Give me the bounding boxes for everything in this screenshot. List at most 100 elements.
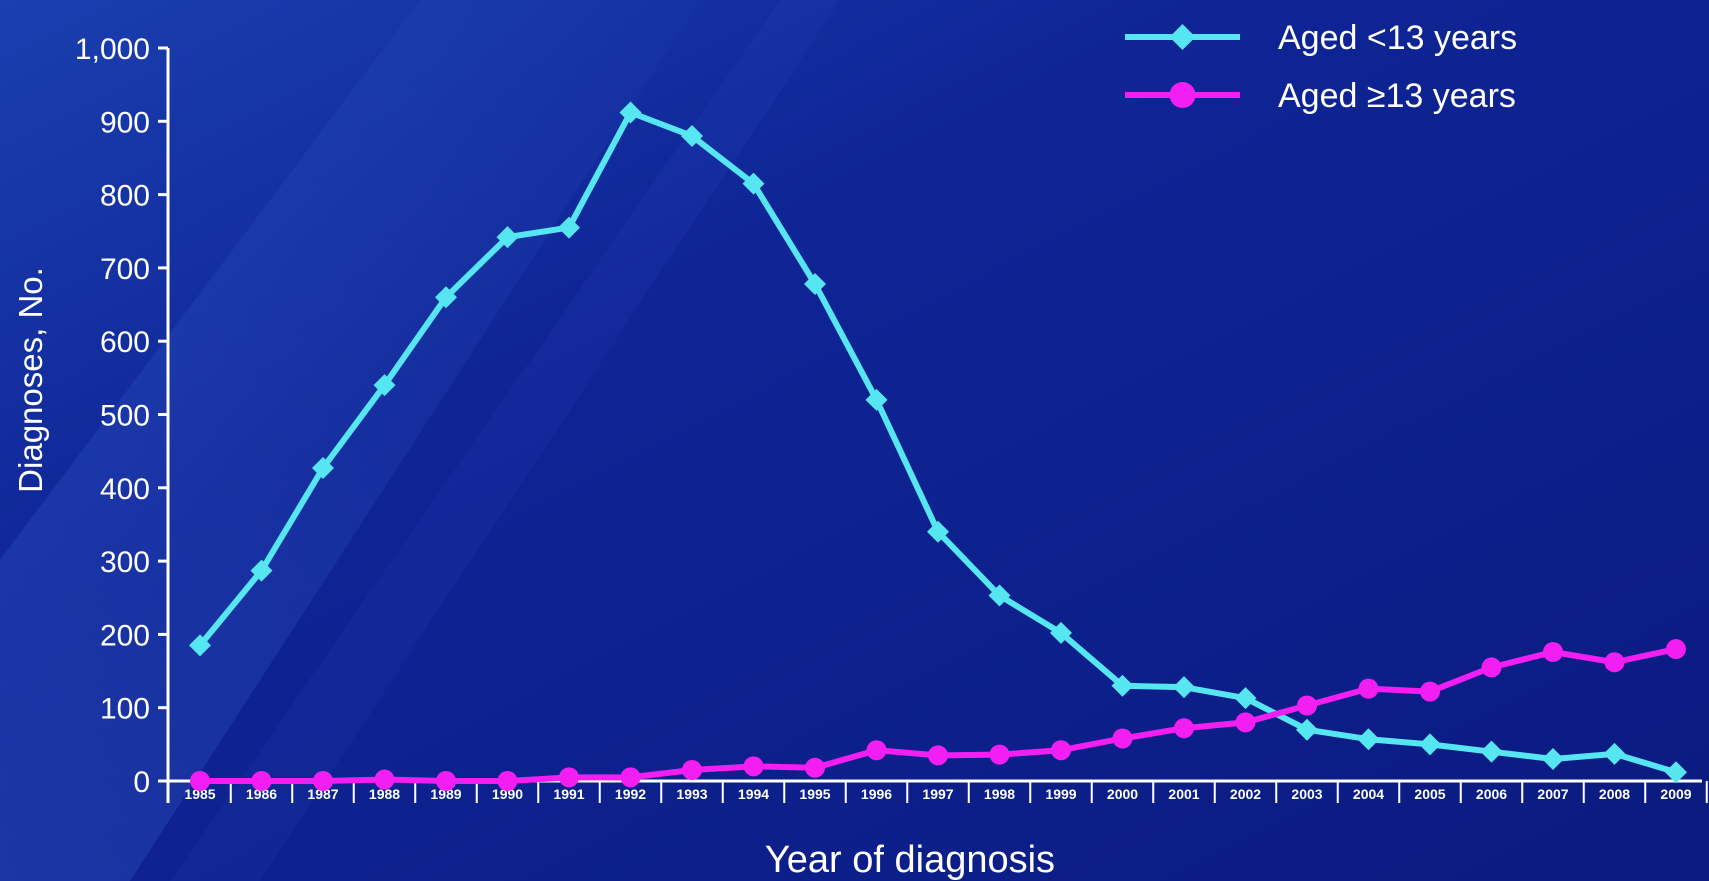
data-point bbox=[190, 771, 210, 791]
x-tick-label: 1989 bbox=[430, 786, 461, 802]
x-tick-label: 2006 bbox=[1476, 786, 1507, 802]
x-tick-label: 2001 bbox=[1168, 786, 1199, 802]
data-point bbox=[1665, 761, 1687, 784]
x-tick-label: 2004 bbox=[1353, 786, 1384, 802]
data-point bbox=[312, 457, 334, 480]
background-streak bbox=[0, 0, 700, 881]
y-tick-label: 300 bbox=[100, 546, 150, 579]
data-point bbox=[496, 226, 519, 249]
x-tick-label: 2000 bbox=[1107, 786, 1138, 802]
data-point bbox=[189, 634, 211, 657]
data-point bbox=[804, 273, 826, 296]
data-point bbox=[989, 744, 1010, 765]
data-point bbox=[1174, 718, 1194, 739]
data-point bbox=[373, 374, 396, 397]
data-point bbox=[313, 771, 333, 791]
x-tick-label: 2002 bbox=[1230, 786, 1261, 802]
data-point bbox=[619, 101, 642, 124]
legend-label: Aged ≥13 years bbox=[1278, 77, 1516, 115]
data-point bbox=[558, 216, 580, 239]
data-point bbox=[1235, 712, 1256, 733]
x-tick-label: 2003 bbox=[1291, 786, 1322, 802]
x-tick-label: 1996 bbox=[861, 786, 892, 802]
x-tick-label: 1997 bbox=[922, 786, 953, 802]
data-point bbox=[865, 388, 888, 411]
data-point bbox=[620, 767, 641, 788]
data-point bbox=[1234, 687, 1257, 710]
x-tick-label: 1991 bbox=[553, 786, 584, 802]
legend: Aged <13 years Aged ≥13 years bbox=[1125, 19, 1517, 115]
x-tick-label: 1993 bbox=[676, 786, 707, 802]
data-point bbox=[1050, 621, 1072, 644]
data-point bbox=[251, 771, 272, 791]
data-point bbox=[1051, 740, 1071, 761]
data-point bbox=[1481, 657, 1502, 678]
y-tick-label: 400 bbox=[100, 473, 150, 506]
data-point bbox=[436, 771, 456, 791]
data-point bbox=[435, 286, 457, 309]
y-tick-label: 700 bbox=[100, 253, 150, 286]
data-point bbox=[374, 769, 395, 790]
data-point bbox=[1603, 742, 1626, 765]
x-tick-label: 2009 bbox=[1660, 786, 1691, 802]
data-point bbox=[1358, 678, 1379, 699]
x-tick-label: 1990 bbox=[492, 786, 523, 802]
x-tick-label: 2008 bbox=[1599, 786, 1630, 802]
data-point bbox=[742, 172, 765, 195]
x-tick-label: 1999 bbox=[1045, 786, 1076, 802]
x-tick-label: 1987 bbox=[307, 786, 338, 802]
data-point bbox=[928, 745, 948, 766]
x-tick-label: 1995 bbox=[799, 786, 830, 802]
data-point bbox=[497, 771, 518, 791]
legend-marker bbox=[1169, 82, 1196, 108]
y-tick-label: 500 bbox=[100, 400, 150, 433]
data-point bbox=[1542, 748, 1564, 771]
legend-marker bbox=[1169, 24, 1196, 50]
background-streak bbox=[170, 0, 840, 881]
y-axis-ticks: 0 100 200 300 400 500 600 700 800 900 1,000 bbox=[75, 33, 168, 799]
data-point bbox=[1111, 674, 1134, 697]
x-tick-label: 1985 bbox=[184, 786, 215, 802]
data-point bbox=[1297, 695, 1317, 716]
data-point bbox=[1173, 676, 1195, 699]
y-tick-label: 200 bbox=[100, 619, 150, 652]
data-point bbox=[1666, 639, 1686, 660]
y-axis-title: Diagnoses, No. bbox=[12, 267, 49, 493]
series-layer bbox=[189, 101, 1687, 791]
y-tick-label: 600 bbox=[100, 326, 150, 359]
data-point bbox=[1480, 740, 1503, 763]
data-point bbox=[250, 559, 273, 582]
data-point bbox=[1419, 733, 1441, 756]
data-point bbox=[988, 584, 1011, 607]
data-point bbox=[1296, 718, 1318, 741]
x-axis-ticks: 1985 1986 1987 1988 1989 1990 1991 1992 1993 1994… bbox=[184, 781, 1708, 803]
data-point bbox=[559, 767, 579, 788]
x-axis-title: Year of diagnosis bbox=[765, 839, 1055, 881]
x-tick-label: 2005 bbox=[1414, 786, 1445, 802]
data-point bbox=[743, 756, 764, 777]
data-point bbox=[1543, 641, 1563, 662]
data-point bbox=[805, 757, 825, 778]
data-point bbox=[927, 520, 949, 543]
y-tick-label: 800 bbox=[100, 180, 150, 213]
x-tick-label: 1998 bbox=[984, 786, 1015, 802]
x-tick-label: 1988 bbox=[369, 786, 400, 802]
data-point bbox=[1420, 681, 1440, 702]
y-tick-label: 900 bbox=[100, 106, 150, 139]
x-tick-label: 1992 bbox=[615, 786, 646, 802]
data-point bbox=[1112, 728, 1133, 749]
data-point bbox=[681, 124, 703, 147]
y-tick-label: 1,000 bbox=[75, 33, 150, 66]
data-point bbox=[1604, 652, 1625, 673]
legend-label: Aged <13 years bbox=[1278, 19, 1517, 57]
data-point bbox=[1357, 728, 1380, 751]
data-point bbox=[682, 760, 702, 781]
x-tick-label: 1994 bbox=[738, 786, 769, 802]
x-tick-label: 2007 bbox=[1537, 786, 1568, 802]
x-tick-label: 1986 bbox=[246, 786, 277, 802]
y-tick-label: 0 bbox=[133, 766, 150, 799]
y-tick-label: 100 bbox=[100, 693, 150, 726]
data-point bbox=[866, 740, 887, 761]
